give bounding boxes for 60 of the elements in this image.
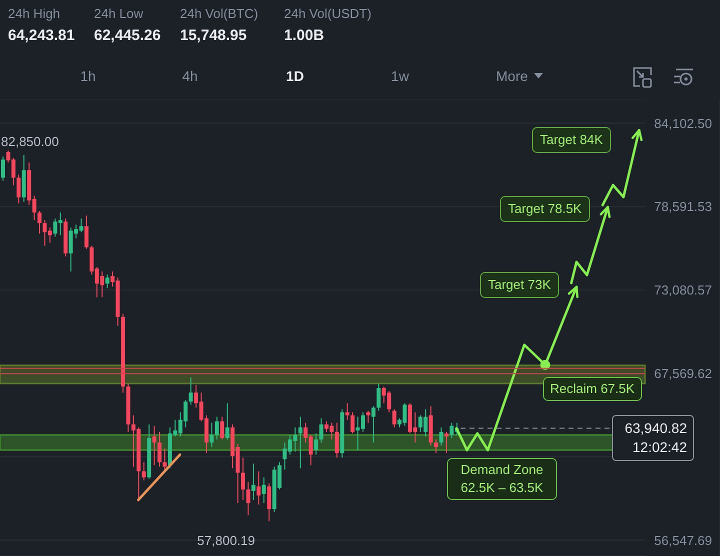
text: 62,445.26 <box>94 27 161 44</box>
text: More <box>496 67 528 85</box>
annotation: 12:02:42 <box>632 439 687 456</box>
candlestick <box>158 431 162 468</box>
candlestick <box>188 376 193 406</box>
annotation: 57,800.19 <box>197 533 255 548</box>
text: 24h Vol(USDT) <box>284 6 372 21</box>
text: 1.00B <box>284 27 324 44</box>
candlestick <box>152 425 156 466</box>
candlestick <box>350 412 355 434</box>
band-label: Demand Zone 62.5K – 63.5K <box>460 462 544 496</box>
candlestick <box>371 406 376 444</box>
text: 24h High <box>8 6 60 21</box>
text: 24h Low <box>94 6 144 21</box>
text: 1w <box>391 68 409 84</box>
candlestick <box>162 448 167 472</box>
annotation: Target 73K <box>488 277 551 292</box>
annotation: 82,850.00 <box>1 134 59 149</box>
candlestick <box>225 402 230 440</box>
text: 64,243.81 <box>8 27 75 44</box>
candlestick <box>220 416 224 440</box>
text: 4h <box>182 68 198 84</box>
candlestick <box>38 210 42 234</box>
candlestick <box>142 462 146 481</box>
text: 15,748.95 <box>180 27 247 44</box>
candlestick <box>84 215 88 250</box>
text: 1h <box>80 68 96 84</box>
candlestick <box>262 476 266 504</box>
text: 1D <box>286 68 304 84</box>
candlestick <box>105 274 110 289</box>
candlestick <box>210 422 214 448</box>
candlestick <box>366 410 370 424</box>
y-tick-label: 73,080.57 <box>654 282 712 298</box>
band-label: Reclaim 67.5K <box>550 381 635 396</box>
candlestick <box>376 382 381 412</box>
y-tick-label: 67,569.62 <box>654 366 712 381</box>
y-tick-label: 78,591.53 <box>654 199 712 214</box>
candlestick <box>434 438 438 454</box>
ref-line-label: 63,940.82 <box>624 420 687 436</box>
candlestick <box>319 418 324 444</box>
y-tick-label: 84,102.50 <box>654 116 712 131</box>
candlestick <box>444 431 448 454</box>
candlestick <box>392 408 396 428</box>
annotation: Target 84K <box>540 132 603 147</box>
candlestick <box>251 463 256 501</box>
candlestick <box>246 481 250 516</box>
candlestick <box>334 422 339 458</box>
candlestick <box>267 482 272 522</box>
candlestick <box>345 402 350 420</box>
candlestick <box>1 156 5 182</box>
annotation: Target 78.5K <box>508 201 582 216</box>
candlestick <box>439 426 444 446</box>
y-tick-label: 56,547.69 <box>654 532 712 548</box>
candlestick <box>314 432 318 456</box>
candlestick <box>241 457 245 501</box>
candlestick <box>256 470 261 506</box>
text: 24h Vol(BTC) <box>180 6 258 21</box>
candlestick <box>214 416 219 440</box>
candlestick <box>16 174 21 204</box>
candlestick <box>298 416 302 469</box>
